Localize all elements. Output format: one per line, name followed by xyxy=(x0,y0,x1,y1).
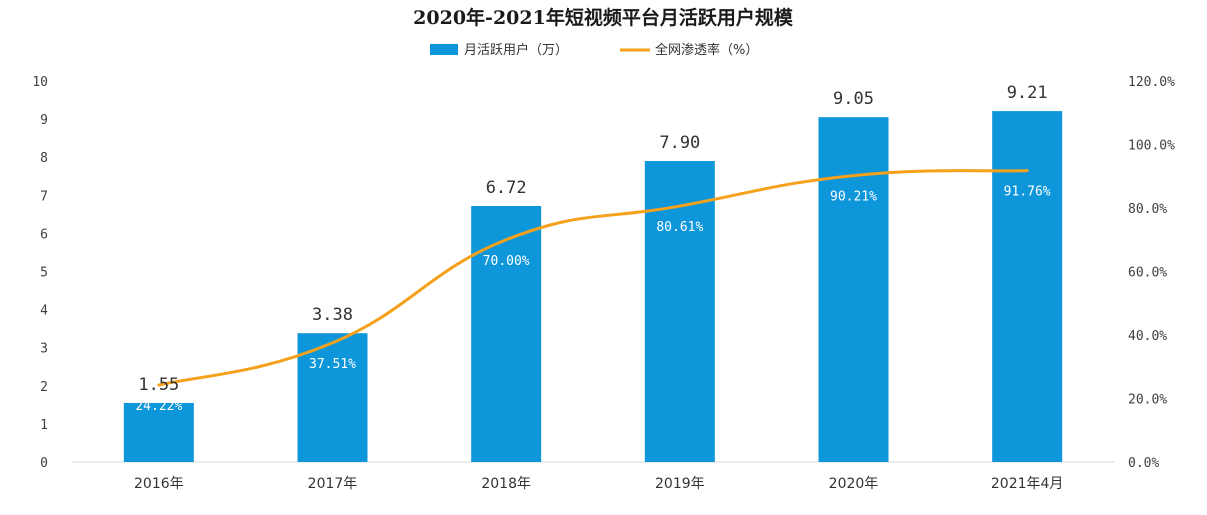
x-tick-label: 2016年 xyxy=(134,476,184,492)
right-axis: 0.0% 20.0% 40.0% 60.0% 80.0% 100.0% 120.0% xyxy=(1128,75,1175,471)
left-tick-label: 6 xyxy=(40,227,48,242)
right-tick-label: 100.0% xyxy=(1128,139,1175,154)
bar xyxy=(818,117,889,462)
right-tick-label: 0.0% xyxy=(1128,456,1159,471)
x-tick-label: 2019年 xyxy=(655,476,705,492)
legend: 月活跃用户（万） 全网渗透率（%） xyxy=(430,42,758,58)
left-tick-label: 1 xyxy=(40,418,48,433)
chart-title: 2020年-2021年短视频平台月活跃用户规模 xyxy=(413,6,794,29)
line-value-label: 80.61% xyxy=(656,220,703,235)
legend-label-bar: 月活跃用户（万） xyxy=(464,42,568,58)
right-tick-label: 20.0% xyxy=(1128,393,1167,408)
right-tick-label: 120.0% xyxy=(1128,75,1175,90)
x-tick-label: 2021年4月 xyxy=(991,476,1064,492)
bar xyxy=(297,333,368,462)
line-data-labels: 24.22% 37.51% 70.00% 80.61% 90.21% 91.76% xyxy=(135,185,1050,414)
left-tick-label: 0 xyxy=(40,456,48,471)
left-tick-label: 2 xyxy=(40,380,48,395)
bar-value-label: 9.05 xyxy=(833,89,874,109)
right-tick-label: 40.0% xyxy=(1128,329,1167,344)
line-value-label: 91.76% xyxy=(1004,185,1051,200)
bar xyxy=(471,205,542,462)
left-tick-label: 8 xyxy=(40,151,48,166)
left-axis: 0 1 2 3 4 5 6 7 8 9 10 xyxy=(32,75,48,471)
x-tick-label: 2018年 xyxy=(481,476,531,492)
x-tick-label: 2017年 xyxy=(308,476,358,492)
left-tick-label: 3 xyxy=(40,342,48,357)
left-tick-label: 5 xyxy=(40,266,48,281)
right-tick-label: 60.0% xyxy=(1128,266,1167,281)
left-tick-label: 7 xyxy=(40,189,48,204)
x-tick-label: 2020年 xyxy=(829,476,879,492)
left-tick-label: 4 xyxy=(40,304,48,319)
left-tick-label: 10 xyxy=(32,75,48,90)
penetration-rate-line xyxy=(157,169,1029,387)
bar-value-label: 6.72 xyxy=(486,178,527,198)
line-value-label: 70.00% xyxy=(483,254,530,269)
legend-swatch-bar xyxy=(430,44,458,55)
bar xyxy=(123,402,194,462)
bar-data-labels: 1.55 3.38 6.72 7.90 9.05 9.21 xyxy=(138,83,1047,395)
bar xyxy=(992,111,1063,462)
x-axis-labels: 2016年 2017年 2018年 2019年 2020年 2021年4月 xyxy=(134,476,1063,492)
bar-value-label: 9.21 xyxy=(1007,83,1048,103)
bar-value-label: 3.38 xyxy=(312,305,353,325)
line-value-label: 24.22% xyxy=(135,399,182,414)
bar-series xyxy=(123,111,1063,462)
left-tick-label: 9 xyxy=(40,113,48,128)
line-value-label: 90.21% xyxy=(830,190,877,205)
legend-label-line: 全网渗透率（%） xyxy=(655,42,758,58)
line-series xyxy=(157,169,1029,387)
line-value-label: 37.51% xyxy=(309,357,356,372)
right-tick-label: 80.0% xyxy=(1128,202,1167,217)
bar-value-label: 7.90 xyxy=(659,133,700,153)
bar-value-label: 1.55 xyxy=(138,375,179,395)
